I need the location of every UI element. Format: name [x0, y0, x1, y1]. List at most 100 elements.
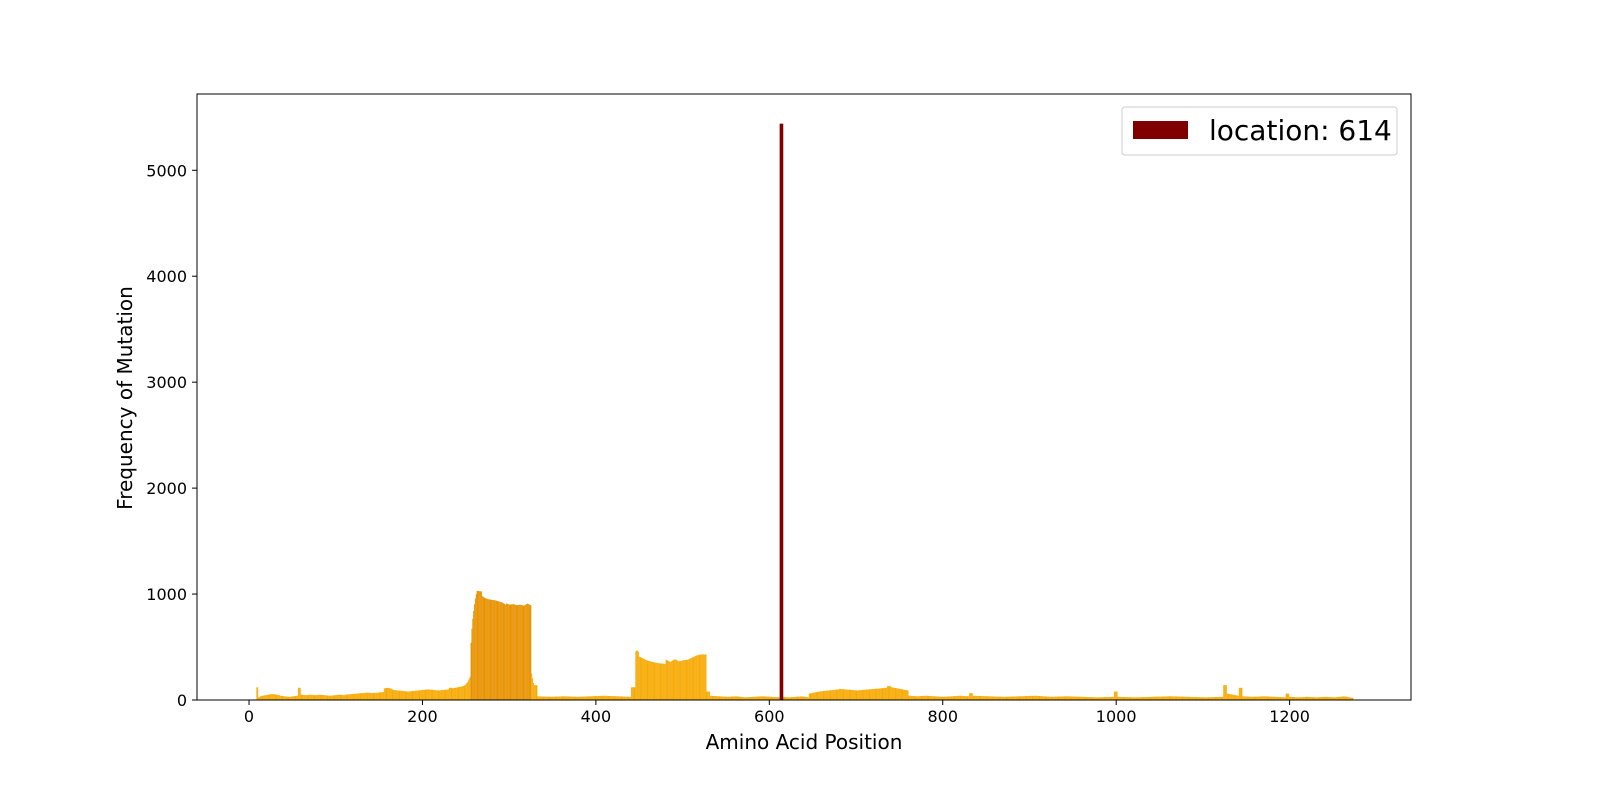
bar — [695, 655, 697, 700]
bar — [1032, 695, 1034, 700]
bar — [1335, 697, 1337, 700]
bar — [589, 696, 591, 700]
bar — [1256, 696, 1258, 700]
bar — [823, 690, 825, 700]
bar — [934, 696, 936, 700]
bar — [296, 695, 298, 700]
bar — [728, 696, 730, 700]
bar — [1061, 696, 1063, 700]
bar — [1043, 696, 1045, 700]
bar — [1153, 696, 1154, 700]
bar — [518, 604, 520, 700]
bar — [1323, 696, 1325, 700]
bar — [664, 663, 666, 700]
bar — [561, 696, 563, 700]
bar — [637, 650, 638, 700]
bar — [774, 697, 776, 700]
bar — [581, 696, 583, 700]
bar — [571, 696, 573, 700]
bar — [1057, 696, 1059, 700]
bar — [1230, 694, 1232, 700]
bar — [489, 599, 491, 700]
bar — [1300, 697, 1302, 700]
bar — [764, 696, 766, 700]
bar — [1311, 697, 1313, 700]
bar — [869, 689, 871, 700]
bar — [1146, 697, 1147, 700]
bar — [722, 696, 724, 700]
bar — [1173, 696, 1175, 700]
bar — [1166, 696, 1168, 700]
bar — [621, 696, 623, 700]
bar — [460, 686, 462, 700]
bar — [761, 696, 762, 700]
bar — [573, 696, 575, 700]
bar — [378, 692, 380, 700]
bar — [297, 695, 299, 700]
bar — [488, 599, 490, 700]
bar — [988, 696, 990, 700]
bar — [892, 687, 894, 700]
bar — [877, 688, 879, 700]
bar — [560, 696, 562, 700]
bar — [980, 696, 982, 700]
bar — [749, 697, 751, 700]
bar — [1003, 696, 1005, 700]
bar — [307, 694, 309, 700]
bar — [989, 696, 991, 700]
bar — [1104, 697, 1106, 700]
bar — [493, 600, 495, 700]
bar — [788, 697, 790, 700]
bar — [361, 693, 363, 700]
bar — [1197, 697, 1199, 700]
bar — [690, 658, 692, 700]
bar — [1082, 696, 1084, 700]
bar — [1316, 697, 1318, 700]
bar — [992, 696, 994, 700]
bar — [729, 696, 731, 700]
bar — [629, 696, 631, 700]
bar — [376, 692, 377, 700]
bar — [1024, 696, 1026, 700]
bar — [822, 691, 824, 700]
bar — [369, 692, 371, 700]
bar — [1279, 697, 1281, 700]
bar — [1121, 696, 1123, 700]
bar — [739, 696, 741, 700]
bar — [1017, 696, 1019, 700]
bar — [653, 662, 655, 700]
bar — [1117, 696, 1119, 700]
bar — [827, 690, 829, 700]
bar — [963, 695, 965, 700]
bar — [1022, 696, 1024, 700]
bar — [1244, 696, 1246, 700]
bar — [808, 693, 810, 700]
bar — [349, 694, 351, 700]
bar — [1042, 696, 1044, 700]
bar — [1320, 697, 1322, 700]
y-tick-label: 3000 — [146, 373, 187, 392]
bar — [386, 687, 388, 700]
bar — [292, 696, 294, 700]
bar — [272, 694, 274, 700]
bar — [1333, 697, 1335, 700]
bar — [509, 604, 511, 700]
bar — [1142, 697, 1144, 700]
bar — [692, 657, 694, 700]
bar — [338, 694, 340, 700]
bar — [443, 689, 445, 700]
bar — [1100, 697, 1102, 700]
bar — [1179, 696, 1180, 700]
bar — [1126, 697, 1128, 700]
bar — [339, 694, 341, 700]
x-tick-label: 1000 — [1096, 707, 1137, 726]
bar — [667, 660, 669, 700]
bar — [626, 696, 628, 700]
bar — [814, 692, 816, 700]
bar — [668, 661, 670, 700]
bar — [317, 695, 319, 700]
bar — [524, 605, 526, 700]
bar — [541, 696, 543, 700]
bar — [761, 696, 763, 700]
bar — [638, 656, 640, 700]
